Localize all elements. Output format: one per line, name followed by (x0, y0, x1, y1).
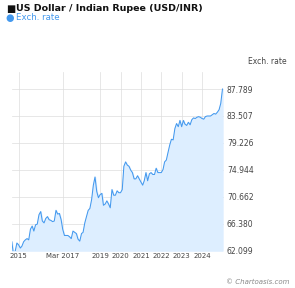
Text: © Chartoasis.com: © Chartoasis.com (226, 279, 289, 285)
Text: Exch. rate: Exch. rate (248, 57, 286, 66)
Text: Exch. rate: Exch. rate (16, 13, 60, 22)
Text: US Dollar / Indian Rupee (USD/INR): US Dollar / Indian Rupee (USD/INR) (16, 4, 203, 13)
Text: ■: ■ (6, 4, 15, 14)
Text: ●: ● (6, 13, 14, 23)
